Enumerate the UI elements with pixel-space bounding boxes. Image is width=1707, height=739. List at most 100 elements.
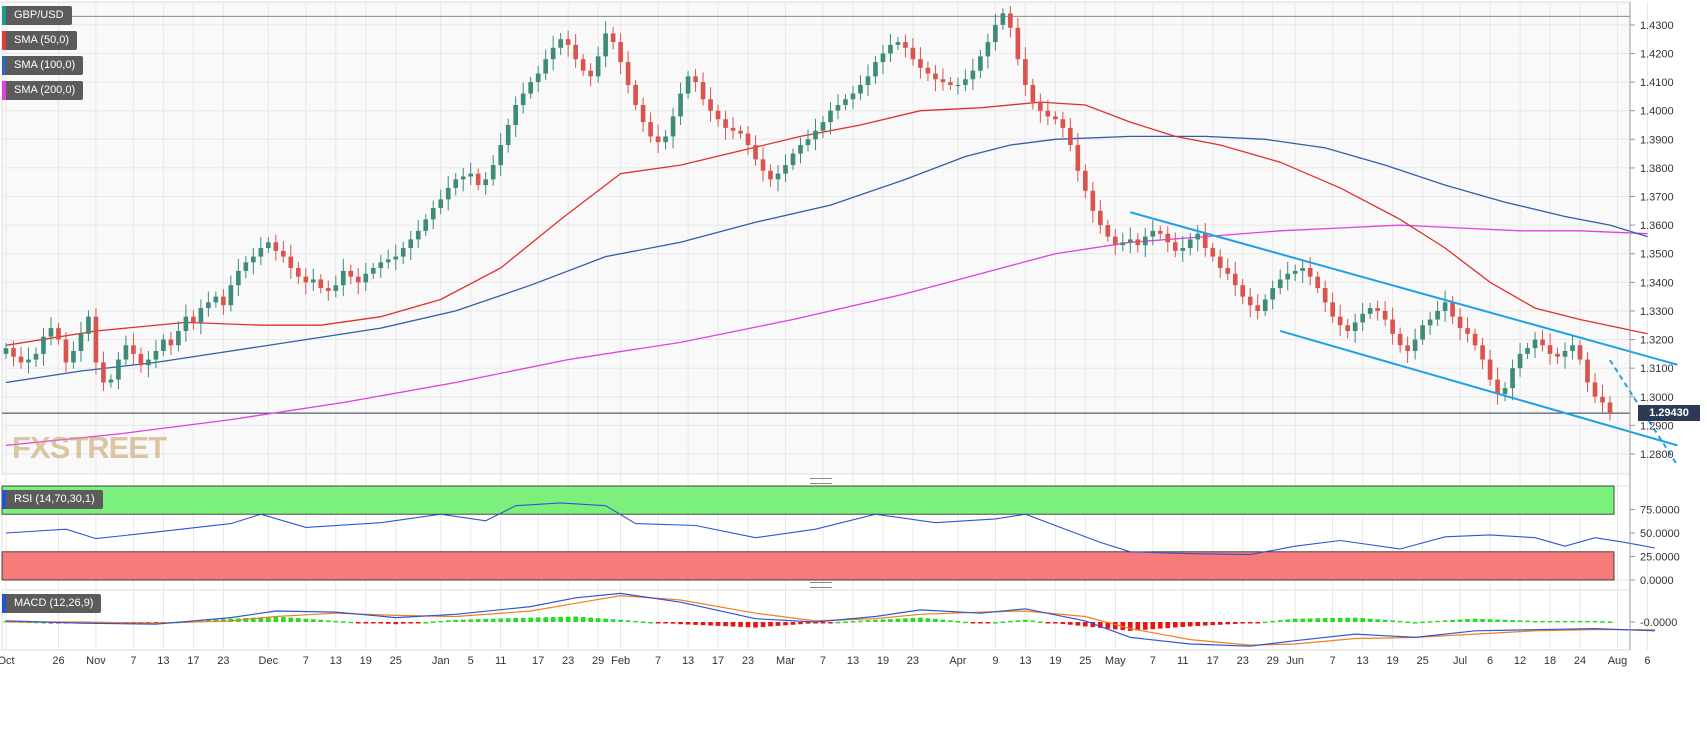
y-tick-label: 1.4000 [1640,106,1674,118]
candle [685,71,691,99]
macd-histogram-bar [730,622,736,627]
candle [1517,342,1523,377]
candle [1457,308,1463,341]
candle-body [1292,270,1298,274]
candle [888,34,893,63]
legend-sma100[interactable]: SMA (100,0) [2,56,84,75]
candle-body [355,276,361,283]
legend-rsi[interactable]: RSI (14,70,30,1) [2,490,103,509]
macd-histogram-bar [783,622,788,626]
candle-body [251,256,256,263]
macd-histogram-bar [1345,617,1350,622]
macd-histogram-bar [1480,618,1485,622]
candle-body [1075,145,1081,171]
candle [940,68,946,91]
watermark: FXSTREET [12,430,167,465]
candle [790,148,796,171]
candle [775,165,781,192]
candle [1225,258,1231,281]
candle-body [1187,239,1193,249]
candle-body [1112,236,1118,246]
x-tick-label: 19 [877,655,889,667]
x-tick-label: 12 [1514,655,1526,667]
macd-panel: -0.0000 [3,592,1677,647]
x-tick-label: 9 [992,655,998,667]
candle [903,34,908,58]
macd-histogram-bar [1000,621,1006,623]
macd-histogram-bar [633,620,638,623]
candle [1465,317,1470,343]
candle-body [33,353,39,360]
candle [1352,313,1358,343]
rsi-y-tick-label: 75.0000 [1640,505,1680,517]
trendline-3[interactable] [1609,359,1679,466]
candle-body [963,79,968,85]
candle [1232,261,1238,297]
macd-histogram-bar [490,618,496,622]
candle [116,352,121,390]
trendline-2[interactable] [1279,330,1678,447]
macd-histogram-bar [1135,622,1141,631]
macd-histogram-bar [723,622,728,627]
candle [1180,235,1186,262]
macd-histogram-bar [1038,621,1043,623]
candle-body [1495,379,1500,394]
x-tick-label: Aug [1608,655,1628,667]
legend-gbpusd[interactable]: GBP/USD [2,6,72,25]
macd-histogram-bar [348,621,354,624]
candle [993,14,998,51]
candle [1540,329,1545,352]
y-tick-label: 1.2900 [1640,420,1674,432]
macd-histogram-bar [918,617,923,622]
candle-body [678,93,683,117]
candle-body [1030,84,1036,103]
macd-histogram-bar [1510,620,1515,622]
candle [1472,328,1478,351]
candle-body [588,70,593,77]
x-tick-label: 17 [1207,655,1219,667]
candle [1217,249,1223,278]
x-tick-label: 18 [1544,655,1556,667]
candle [640,97,646,132]
candle [146,350,151,378]
candle [1495,367,1500,405]
candle [1277,269,1283,295]
macd-histogram-bar [1097,622,1103,628]
candle-body [1570,345,1575,351]
candle-body [1502,388,1508,394]
candle-body [1150,230,1156,237]
legend-sma50[interactable]: SMA (50,0) [2,31,78,50]
candle-body [1465,328,1470,334]
candle-body [206,302,211,309]
candle-body [71,350,76,363]
candle-body [1487,359,1493,380]
candle-body [1300,268,1306,271]
candle [348,264,354,285]
legend-macd[interactable]: MACD (12,26,9) [2,594,102,613]
macd-histogram-bar [1285,619,1291,622]
candle-body [1352,322,1358,331]
candle [303,268,309,295]
macd-histogram-bar [738,622,743,627]
macd-histogram-bar [355,622,361,624]
candle [663,130,668,150]
x-tick-label: Mar [776,655,795,667]
pane-resize-handle-rsi[interactable] [810,478,832,484]
candle-body [528,82,533,94]
macd-histogram-bar [1262,621,1268,624]
legend-sma200[interactable]: SMA (200,0) [2,81,84,100]
candle [1442,290,1448,322]
x-tick-label: 7 [1150,655,1156,667]
candle-body [93,316,99,363]
candle [1367,302,1373,319]
candle-body [775,173,781,180]
trendline-1[interactable] [1130,211,1678,366]
candle [730,116,736,140]
candle [11,340,16,367]
candle [1345,318,1350,339]
candle-body [1217,256,1223,269]
pane-resize-handle-macd[interactable] [810,582,832,588]
macd-histogram-bar [1540,620,1545,623]
x-tick-label: 7 [820,655,826,667]
candle-body [663,136,668,143]
